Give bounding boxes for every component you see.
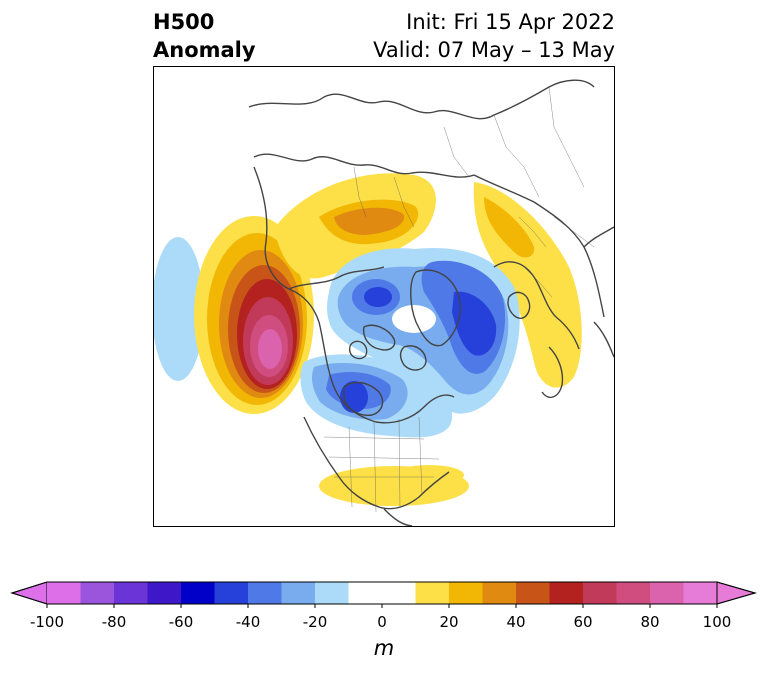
colorbar-tick-label: -80 [101,613,127,631]
colorbar-bin [583,582,617,604]
coastlines [248,79,614,526]
colorbar-tick-label: 100 [702,613,732,631]
negative-anomaly-arctic [327,247,520,414]
colorbar-bin [650,582,684,604]
init-date: Init: Fri 15 Apr 2022 [406,10,615,34]
colorbar-bin [482,582,517,604]
anomaly-map [153,66,615,527]
colorbar-tick-label: 40 [506,613,526,631]
title-variable: H500 [153,10,215,34]
positive-anomaly-southeast-us-extension [394,465,464,485]
colorbar-bin [516,582,550,604]
colorbar-tick-label: 0 [377,613,387,631]
valid-range: Valid: 07 May – 13 May [373,38,615,62]
colorbar-bin [449,582,483,604]
colorbar-bin [147,582,182,604]
colorbar-tick-label: -40 [235,613,261,631]
colorbar-bin [348,582,383,604]
colorbar-extend-min [10,581,48,605]
map-svg [154,79,614,526]
colorbar-bin [47,582,81,604]
positive-anomaly-siberia [274,173,436,279]
colorbar-bin [214,582,249,604]
colorbar [10,581,757,608]
country-borders [323,86,595,513]
colorbar-bin [281,582,316,604]
colorbar-bin [415,582,450,604]
colorbar-tick-label: 60 [573,613,593,631]
colorbar-bin [114,582,148,604]
colorbar-bin [616,582,651,604]
plot-title-left: H500 Anomaly [153,8,256,64]
colorbar-bin [248,582,282,604]
positive-anomaly-northeast-pacific [194,216,314,414]
plot-title-right: Init: Fri 15 Apr 2022 Valid: 07 May – 13… [373,8,615,64]
colorbar-bin [80,582,115,604]
colorbar-extend-max [716,581,757,605]
negative-anomaly-west-pacific [154,237,204,381]
colorbar-tick-label: -20 [302,613,328,631]
colorbar-bin [549,582,584,604]
colorbar-bin [181,582,215,604]
positive-anomaly-europe [473,182,582,388]
negative-anomaly-north-america [300,354,453,438]
colorbar-tick-label: -100 [29,613,65,631]
colorbar-unit: m [373,636,395,660]
colorbar-tick-label: -60 [168,613,194,631]
colorbar-bin [683,582,718,604]
colorbar-tick-label: 80 [640,613,660,631]
colorbar-bin [382,582,416,604]
colorbar-tick-label: 20 [439,613,459,631]
colorbar-bin [315,582,349,604]
title-anomaly: Anomaly [153,38,256,62]
